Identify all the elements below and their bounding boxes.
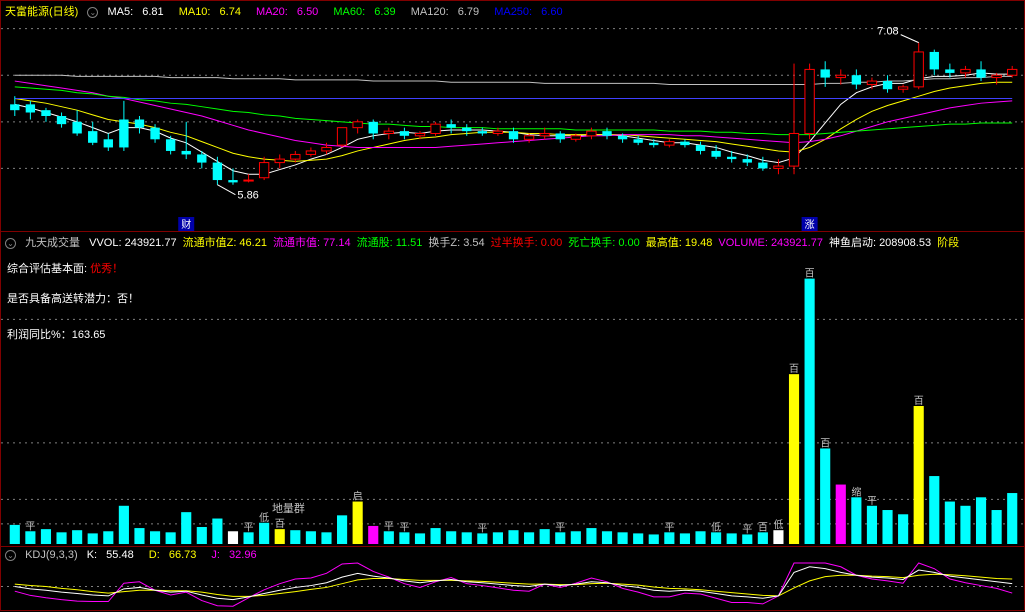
svg-text:平: 平	[555, 522, 565, 533]
kdj-panel[interactable]: ⌄ KDJ(9,3,3) K: 55.48 D: 66.73 J: 32.96	[0, 546, 1025, 611]
svg-text:平: 平	[664, 522, 674, 533]
svg-text:百: 百	[758, 521, 768, 533]
main-header: 天富能源(日线) ⌄ MA5: 6.81 MA10: 6.74 MA20: 6.…	[5, 3, 575, 19]
info-text3: 利润同比%：163.65	[7, 326, 105, 342]
svg-text:启: 启	[353, 490, 363, 503]
svg-text:平: 平	[244, 522, 254, 533]
svg-text:低: 低	[711, 520, 721, 533]
vol-header: ⌄ 九天成交量 VVOL: 243921.77流通市值Z: 46.21流通市值:…	[5, 234, 971, 250]
candlestick-panel[interactable]: 天富能源(日线) ⌄ MA5: 6.81 MA10: 6.74 MA20: 6.…	[0, 0, 1025, 232]
kdj-header: ⌄ KDJ(9,3,3) K: 55.48 D: 66.73 J: 32.96	[5, 549, 269, 561]
kdj-title: KDJ(9,3,3)	[25, 549, 78, 561]
svg-text:平: 平	[742, 524, 752, 535]
svg-text:百: 百	[275, 518, 285, 530]
info-text2: 是否具备高送转潜力：否！	[7, 290, 139, 306]
svg-text:5.86: 5.86	[237, 190, 258, 202]
svg-text:百: 百	[789, 363, 799, 375]
svg-text:百: 百	[820, 437, 830, 449]
svg-text:低: 低	[773, 518, 783, 531]
info-text1: 综合评估基本面: 优秀！	[7, 260, 123, 276]
expand-icon[interactable]: ⌄	[5, 550, 16, 561]
svg-text:百: 百	[914, 395, 924, 407]
svg-text:缩: 缩	[851, 485, 861, 498]
volume-svg: 平平低百启平平平平平低平百低百百百缩平百地量群	[1, 232, 1025, 548]
expand-icon[interactable]: ⌄	[5, 238, 16, 249]
vol-title: 九天成交量	[25, 237, 80, 249]
svg-text:平: 平	[867, 496, 877, 507]
svg-text:低: 低	[259, 511, 269, 524]
svg-text:财: 财	[181, 218, 191, 231]
volume-panel[interactable]: ⌄ 九天成交量 VVOL: 243921.77流通市值Z: 46.21流通市值:…	[0, 231, 1025, 547]
svg-text:百: 百	[805, 268, 815, 280]
svg-text:7.08: 7.08	[877, 26, 898, 38]
svg-text:涨: 涨	[805, 219, 815, 231]
svg-text:平: 平	[477, 523, 487, 534]
svg-text:平: 平	[399, 522, 409, 533]
expand-icon[interactable]: ⌄	[87, 7, 98, 18]
svg-text:平: 平	[25, 521, 35, 532]
svg-text:平: 平	[384, 521, 394, 532]
stock-title: 天富能源(日线)	[5, 6, 78, 18]
svg-text:地量群: 地量群	[272, 501, 305, 515]
candlestick-svg: 7.08 5.86 财 涨	[1, 1, 1025, 233]
